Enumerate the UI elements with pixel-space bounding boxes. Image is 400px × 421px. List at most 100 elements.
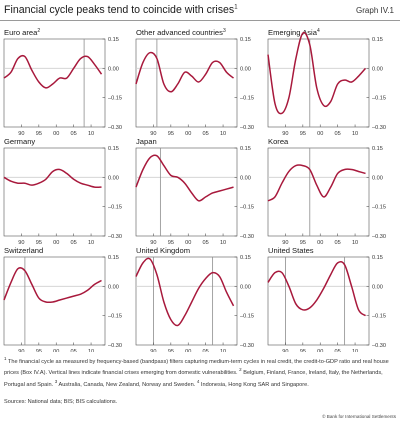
y-tick-label: –0.30 <box>108 343 122 349</box>
y-tick-label: –0.15 <box>372 96 386 102</box>
series-line <box>267 164 366 202</box>
footnote-text: The financial cycle as measured by frequ… <box>4 358 389 377</box>
plot-frame <box>3 147 106 237</box>
plot-frame <box>267 38 370 128</box>
plot-frame <box>135 147 238 237</box>
x-tick-label: 05 <box>71 240 77 246</box>
series-line <box>267 260 367 317</box>
y-tick-label: –0.15 <box>108 314 122 320</box>
x-tick-label: 10 <box>352 240 358 246</box>
y-tick-label: 0.00 <box>372 66 383 72</box>
x-tick-label: 90 <box>150 349 156 352</box>
chart-grid: Euro area2 0.15 0.00 –0.15 –0.30 90 95 00 05 10 Ot… <box>3 28 386 352</box>
copyright: © Bank for International Settlements <box>322 414 396 419</box>
panel-title: Switzerland <box>4 246 43 255</box>
x-tick-label: 10 <box>220 131 226 137</box>
y-tick-label: 0.15 <box>240 255 251 261</box>
x-tick-label: 05 <box>203 349 209 352</box>
x-tick-label: 10 <box>88 131 94 137</box>
sources: Sources: National data; BIS; BIS calcula… <box>4 399 118 405</box>
panel-title: Japan <box>136 137 157 146</box>
x-tick-label: 95 <box>168 131 174 137</box>
x-tick-label: 95 <box>36 240 42 246</box>
x-tick-label: 00 <box>185 240 191 246</box>
title-rule <box>0 20 400 21</box>
x-tick-label: 95 <box>36 349 42 352</box>
panel-title: Other advanced countries3 <box>136 28 226 37</box>
y-tick-label: 0.15 <box>108 37 119 43</box>
x-tick-label: 90 <box>150 131 156 137</box>
y-tick-label: –0.30 <box>240 125 254 131</box>
plot-frame <box>135 256 238 346</box>
panel-footnote-mark: 3 <box>223 28 226 34</box>
y-tick-label: 0.00 <box>372 284 383 290</box>
plot-frame <box>3 256 106 346</box>
x-tick-label: 95 <box>300 349 306 352</box>
x-tick-label: 10 <box>220 349 226 352</box>
series-line <box>135 154 234 202</box>
y-tick-label: –0.15 <box>372 205 386 211</box>
graph-id: Graph IV.1 <box>356 6 394 15</box>
y-tick-label: 0.15 <box>240 37 251 43</box>
y-tick-label: –0.30 <box>372 234 386 240</box>
y-tick-label: –0.30 <box>240 234 254 240</box>
x-tick-label: 00 <box>317 131 323 137</box>
x-tick-label: 90 <box>282 349 288 352</box>
y-tick-label: 0.15 <box>372 255 383 261</box>
panel-title-text: Japan <box>136 137 157 146</box>
x-tick-label: 90 <box>282 131 288 137</box>
y-tick-label: 0.00 <box>240 284 251 290</box>
title-footnote-mark: 1 <box>234 4 238 11</box>
series-line <box>3 168 102 189</box>
footnote-text: Belgium, Finland, France, Ireland, Italy… <box>4 370 383 388</box>
x-tick-label: 90 <box>150 240 156 246</box>
x-tick-label: 10 <box>352 131 358 137</box>
series-line <box>135 51 235 93</box>
x-tick-label: 00 <box>317 240 323 246</box>
y-tick-label: –0.30 <box>372 343 386 349</box>
footnote-mark: 4 <box>196 378 200 384</box>
plot-frame <box>3 38 106 128</box>
x-tick-label: 10 <box>88 349 94 352</box>
plot-frame <box>267 256 370 346</box>
x-tick-label: 00 <box>185 349 191 352</box>
x-tick-label: 00 <box>53 240 59 246</box>
panel-title: Korea <box>268 137 289 146</box>
footnotes: 1 The financial cycle as measured by fre… <box>4 355 396 389</box>
y-tick-label: 0.00 <box>240 175 251 181</box>
x-tick-label: 05 <box>335 240 341 246</box>
footnote-text: Indonesia, Hong Kong SAR and Singapore. <box>199 381 309 388</box>
footnote-text: Australia, Canada, New Zealand, Norway a… <box>57 381 197 388</box>
x-tick-label: 10 <box>220 240 226 246</box>
panel-title-text: Other advanced countries <box>136 28 223 37</box>
series-line <box>135 257 235 327</box>
y-tick-label: –0.15 <box>240 96 254 102</box>
y-tick-label: –0.30 <box>108 234 122 240</box>
panel-title: United Kingdom <box>136 246 190 255</box>
plot-frame <box>267 147 370 237</box>
x-tick-label: 05 <box>203 240 209 246</box>
x-tick-label: 00 <box>317 349 323 352</box>
x-tick-label: 90 <box>18 240 24 246</box>
y-tick-label: 0.15 <box>372 146 383 152</box>
x-tick-label: 00 <box>53 349 59 352</box>
panel-title: United States <box>268 246 314 255</box>
footnote-mark: 2 <box>239 367 242 373</box>
panel-footnote-mark: 4 <box>317 28 320 34</box>
y-tick-label: –0.30 <box>372 125 386 131</box>
x-tick-label: 90 <box>18 349 24 352</box>
y-tick-label: 0.00 <box>108 66 119 72</box>
y-tick-label: –0.30 <box>240 343 254 349</box>
x-tick-label: 05 <box>335 131 341 137</box>
y-tick-label: –0.15 <box>240 205 254 211</box>
series-line <box>267 31 367 115</box>
panel-footnote-mark: 2 <box>37 28 40 34</box>
panel-title-text: United States <box>268 246 314 255</box>
y-tick-label: –0.30 <box>108 125 122 131</box>
panel-title-text: Switzerland <box>4 246 43 255</box>
series-line <box>3 267 102 304</box>
x-tick-label: 00 <box>185 131 191 137</box>
x-tick-label: 90 <box>282 240 288 246</box>
x-tick-label: 00 <box>53 131 59 137</box>
x-tick-label: 10 <box>352 349 358 352</box>
